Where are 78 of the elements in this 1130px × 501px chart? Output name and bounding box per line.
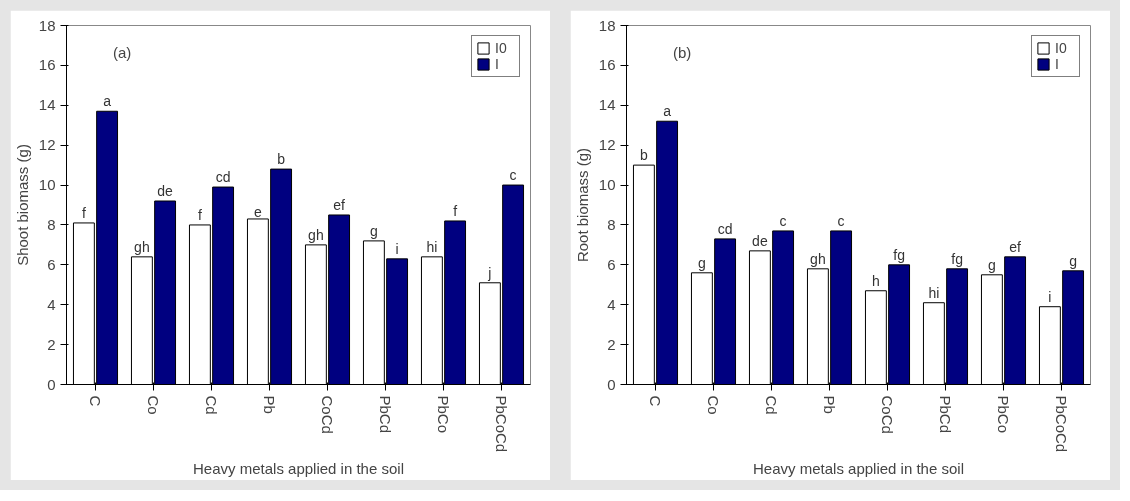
y-tick-label: 10 xyxy=(598,176,616,194)
data-label: g xyxy=(1069,252,1077,269)
x-tick-label: CoCd xyxy=(319,395,336,434)
data-label: hi xyxy=(426,238,438,255)
data-label: i xyxy=(395,240,399,257)
data-label: i xyxy=(1048,288,1052,305)
y-tick-label: 8 xyxy=(607,215,616,233)
y-tick-label: 12 xyxy=(38,136,56,154)
data-label: cd xyxy=(717,220,733,237)
data-label: h xyxy=(872,272,880,289)
y-tick-label: 10 xyxy=(38,176,56,194)
y-tick-label: 16 xyxy=(38,56,56,74)
data-label: c xyxy=(837,212,845,229)
data-label: a xyxy=(663,103,672,120)
data-label: gh xyxy=(134,238,150,255)
legend-label: I0 xyxy=(495,40,508,56)
data-label: gh xyxy=(810,250,826,267)
x-tick-label: Cd xyxy=(203,395,220,415)
data-label: g xyxy=(988,256,996,273)
data-label: c xyxy=(509,167,517,184)
y-tick-label: 18 xyxy=(598,16,616,34)
data-label: hi xyxy=(928,284,940,301)
data-label: j xyxy=(487,264,492,281)
data-label: a xyxy=(103,93,112,110)
y-tick-label: 18 xyxy=(38,16,56,34)
data-label: gh xyxy=(308,226,324,243)
data-label: ef xyxy=(333,196,346,213)
data-label: cd xyxy=(215,169,231,186)
x-tick-label: PbCo xyxy=(995,395,1012,434)
y-tick-label: 2 xyxy=(607,335,616,353)
data-label: fg xyxy=(893,246,905,263)
x-tick-label: C xyxy=(647,395,664,407)
x-tick-label: CoCd xyxy=(879,395,896,434)
x-tick-label: Co xyxy=(705,395,722,415)
y-tick-label: 14 xyxy=(38,96,56,114)
y-tick-label: 0 xyxy=(47,375,56,393)
x-tick-label: PbCoCd xyxy=(493,395,510,453)
data-label: f xyxy=(197,206,202,223)
x-tick-label: Pb xyxy=(261,395,278,414)
y-tick-label: 4 xyxy=(47,295,56,313)
data-label: fg xyxy=(951,250,963,267)
y-tick-label: 14 xyxy=(598,96,616,114)
data-label: g xyxy=(698,254,706,271)
y-axis-title: Shoot biomass (g) xyxy=(13,144,31,266)
y-tick-label: 8 xyxy=(47,215,56,233)
x-tick-label: PbCo xyxy=(435,395,452,434)
data-label: de xyxy=(752,232,768,249)
data-label: f xyxy=(453,202,458,219)
x-tick-label: Co xyxy=(145,395,162,415)
y-axis-title: Root biomass (g) xyxy=(573,147,591,263)
data-label: e xyxy=(254,203,263,220)
legend-label: I xyxy=(495,56,500,72)
y-tick-label: 12 xyxy=(598,136,616,154)
data-label: de xyxy=(157,183,174,200)
x-tick-label: PbCd xyxy=(377,395,394,434)
data-label: g xyxy=(370,222,378,239)
data-label: b xyxy=(277,151,286,168)
x-axis-title: Heavy metals applied in the soil xyxy=(193,460,404,478)
data-label: f xyxy=(81,204,86,221)
legend-label: I xyxy=(1055,56,1060,72)
x-axis-title: Heavy metals applied in the soil xyxy=(753,460,964,478)
y-tick-label: 2 xyxy=(47,335,56,353)
y-tick-label: 6 xyxy=(47,255,56,273)
data-label: ef xyxy=(1009,238,1022,255)
x-tick-label: PbCoCd xyxy=(1053,395,1070,453)
legend-label: I0 xyxy=(1055,40,1068,56)
y-tick-label: 0 xyxy=(607,375,616,393)
y-tick-label: 16 xyxy=(598,56,616,74)
x-tick-label: Cd xyxy=(763,395,780,415)
annotation: (b) xyxy=(672,44,692,62)
y-tick-label: 4 xyxy=(607,295,616,313)
x-tick-label: Pb xyxy=(821,395,838,414)
x-tick-label: PbCd xyxy=(937,395,954,434)
data-label: c xyxy=(779,212,787,229)
y-tick-label: 6 xyxy=(607,255,616,273)
x-tick-label: C xyxy=(87,395,104,407)
data-label: b xyxy=(640,147,649,164)
annotation: (a) xyxy=(112,44,132,62)
